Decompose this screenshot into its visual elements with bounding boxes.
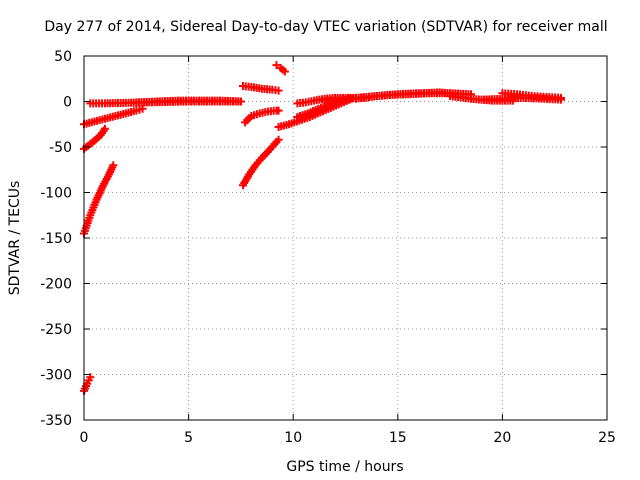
y-tick-label: 50 xyxy=(54,49,72,65)
data-point xyxy=(236,97,245,106)
y-tick-label: -250 xyxy=(40,322,72,338)
series-track xyxy=(351,88,465,103)
y-tick-label: -100 xyxy=(40,186,72,202)
data-point xyxy=(274,135,283,144)
grid xyxy=(84,56,607,420)
y-tick-label: 0 xyxy=(63,95,72,111)
x-tick-label: 25 xyxy=(598,430,616,446)
series-track xyxy=(80,161,118,238)
x-tick-label: 20 xyxy=(493,430,511,446)
x-axis-label: GPS time / hours xyxy=(286,459,403,475)
y-tick-label: -200 xyxy=(40,277,72,293)
x-tick-label: 0 xyxy=(80,430,89,446)
series-track xyxy=(238,82,283,95)
data-point xyxy=(109,161,118,170)
data-point xyxy=(100,124,109,133)
y-axis-label: SDTVAR / TECUs xyxy=(7,181,23,296)
y-tick-label: -50 xyxy=(49,140,72,156)
series-track xyxy=(272,61,289,76)
series-track xyxy=(80,104,147,129)
x-tick-label: 15 xyxy=(389,430,407,446)
data-point xyxy=(280,67,289,76)
data-point xyxy=(556,95,565,104)
y-tick-label: -150 xyxy=(40,231,72,247)
x-tick-label: 10 xyxy=(284,430,302,446)
chart-title: Day 277 of 2014, Sidereal Day-to-day VTE… xyxy=(44,19,607,35)
data-point xyxy=(274,106,283,115)
series-track xyxy=(132,96,245,107)
data-points xyxy=(80,61,565,395)
x-tick-label: 5 xyxy=(184,430,193,446)
axis-ticks: 0 5 10 15 20 25 -350 -300 -250 -200 -150 -100 -50 0 50 xyxy=(40,49,616,446)
data-point xyxy=(272,61,281,70)
y-tick-label: -350 xyxy=(40,413,72,429)
y-tick-label: -300 xyxy=(40,368,72,384)
data-point xyxy=(86,373,95,382)
data-point xyxy=(138,104,147,113)
series-track xyxy=(238,135,283,190)
series-track xyxy=(477,93,565,104)
data-point xyxy=(274,86,283,95)
series-track xyxy=(241,106,283,127)
